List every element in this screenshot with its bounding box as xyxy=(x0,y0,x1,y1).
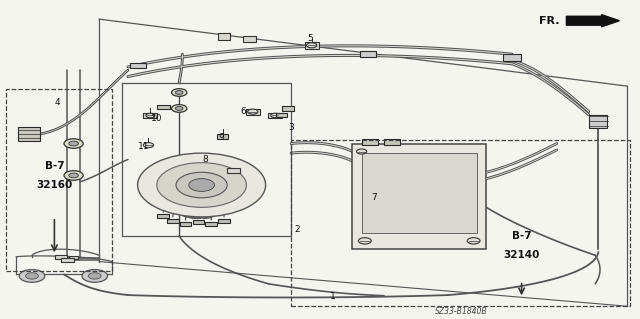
Bar xyxy=(218,219,230,223)
Text: 32160: 32160 xyxy=(36,180,72,190)
Circle shape xyxy=(143,143,154,148)
Circle shape xyxy=(175,107,183,110)
Text: 2: 2 xyxy=(295,225,300,234)
Circle shape xyxy=(356,149,367,154)
Bar xyxy=(217,135,228,138)
Circle shape xyxy=(26,273,38,279)
Circle shape xyxy=(157,163,246,207)
Circle shape xyxy=(467,238,480,244)
Bar xyxy=(282,106,294,111)
Bar xyxy=(243,36,256,42)
Bar xyxy=(268,113,282,118)
Text: 11: 11 xyxy=(138,142,150,151)
Text: 10: 10 xyxy=(151,114,163,122)
Bar xyxy=(143,113,157,118)
Text: 8: 8 xyxy=(202,155,207,164)
Bar xyxy=(69,256,79,259)
Circle shape xyxy=(189,179,214,191)
Text: SZ33-B1840B: SZ33-B1840B xyxy=(435,307,487,315)
Bar xyxy=(503,54,521,61)
Bar xyxy=(362,153,477,233)
Circle shape xyxy=(146,113,155,118)
Bar xyxy=(167,219,179,223)
Bar xyxy=(61,258,74,262)
Bar xyxy=(218,33,230,40)
Circle shape xyxy=(19,270,45,282)
Bar xyxy=(305,42,319,49)
Bar xyxy=(227,168,240,173)
Bar xyxy=(246,109,260,115)
Bar xyxy=(6,89,112,271)
Bar xyxy=(157,105,170,109)
Circle shape xyxy=(82,270,108,282)
Text: 4: 4 xyxy=(55,98,60,107)
Circle shape xyxy=(271,113,280,118)
Bar xyxy=(362,139,378,145)
Text: 6: 6 xyxy=(241,107,246,116)
Circle shape xyxy=(69,173,79,178)
Circle shape xyxy=(69,141,79,146)
Bar xyxy=(291,140,630,306)
Text: B-7: B-7 xyxy=(45,161,64,171)
Circle shape xyxy=(176,172,227,198)
FancyArrow shape xyxy=(566,15,620,27)
Text: FR.: FR. xyxy=(540,16,560,26)
Text: 32140: 32140 xyxy=(504,250,540,260)
Circle shape xyxy=(248,109,258,114)
Bar xyxy=(589,115,607,128)
Bar xyxy=(352,144,486,249)
Bar xyxy=(276,113,287,117)
Circle shape xyxy=(172,89,187,96)
Circle shape xyxy=(88,273,101,279)
Text: 1: 1 xyxy=(330,292,335,301)
Bar xyxy=(180,222,191,226)
Circle shape xyxy=(138,153,266,217)
Circle shape xyxy=(358,238,371,244)
Circle shape xyxy=(172,105,187,112)
Bar xyxy=(384,139,399,145)
Circle shape xyxy=(175,91,183,94)
Text: B-7: B-7 xyxy=(512,231,531,241)
Bar xyxy=(360,51,376,57)
Bar xyxy=(129,63,146,68)
Bar xyxy=(193,220,204,225)
Text: 5: 5 xyxy=(308,34,313,43)
Bar xyxy=(17,127,40,141)
Text: 7: 7 xyxy=(372,193,377,202)
Text: 9: 9 xyxy=(218,133,223,142)
Text: 3: 3 xyxy=(289,123,294,132)
Circle shape xyxy=(64,139,83,148)
Circle shape xyxy=(64,171,83,180)
Bar xyxy=(205,222,217,226)
Circle shape xyxy=(307,43,317,48)
Bar xyxy=(55,255,67,259)
Bar xyxy=(157,214,169,218)
